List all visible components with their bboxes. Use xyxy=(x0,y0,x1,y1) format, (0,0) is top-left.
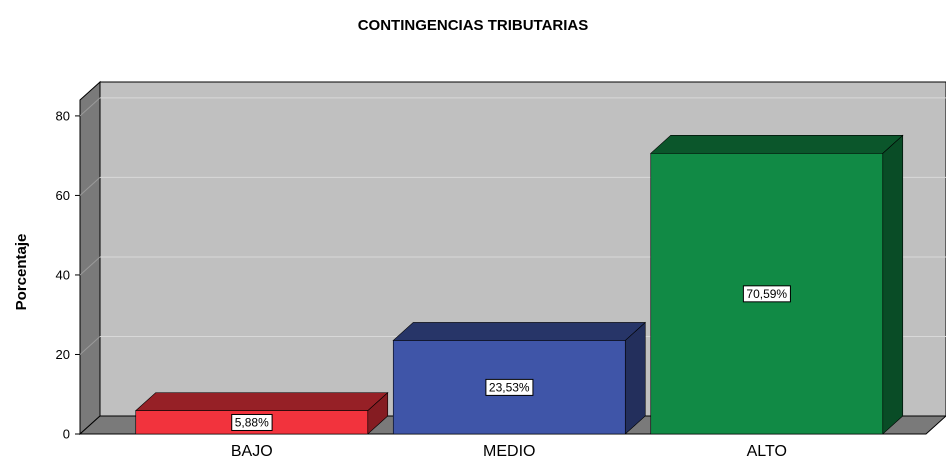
value-label-box xyxy=(231,413,273,431)
value-label-box xyxy=(742,285,791,303)
bar-side xyxy=(882,134,904,435)
y-tick-label: 40 xyxy=(56,267,70,282)
y-axis-title: Porcentaje xyxy=(13,234,30,311)
grid-line xyxy=(79,177,101,196)
bar-top xyxy=(134,392,389,411)
x-tick-label: MEDIO xyxy=(483,443,535,456)
y-tick-label: 0 xyxy=(63,426,70,441)
chart-title: CONTINGENCIAS TRIBUTARIAS xyxy=(358,17,589,34)
bar-top xyxy=(392,322,647,341)
left-wall xyxy=(79,80,101,436)
value-label-box xyxy=(485,378,534,396)
value-label: 70,59% xyxy=(746,287,787,301)
value-label: 5,88% xyxy=(235,415,269,429)
bar-top xyxy=(649,135,904,154)
y-tick-label: 20 xyxy=(56,347,70,362)
value-label: 23,53% xyxy=(489,380,530,394)
y-tick-label: 60 xyxy=(56,188,70,203)
y-tick-label: 80 xyxy=(56,108,70,123)
x-tick-label: BAJO xyxy=(231,443,273,456)
grid-line xyxy=(79,97,101,117)
grid-line xyxy=(79,336,101,355)
x-tick-label: ALTO xyxy=(747,443,787,456)
bar-side xyxy=(624,321,646,435)
grid-line xyxy=(79,256,101,276)
